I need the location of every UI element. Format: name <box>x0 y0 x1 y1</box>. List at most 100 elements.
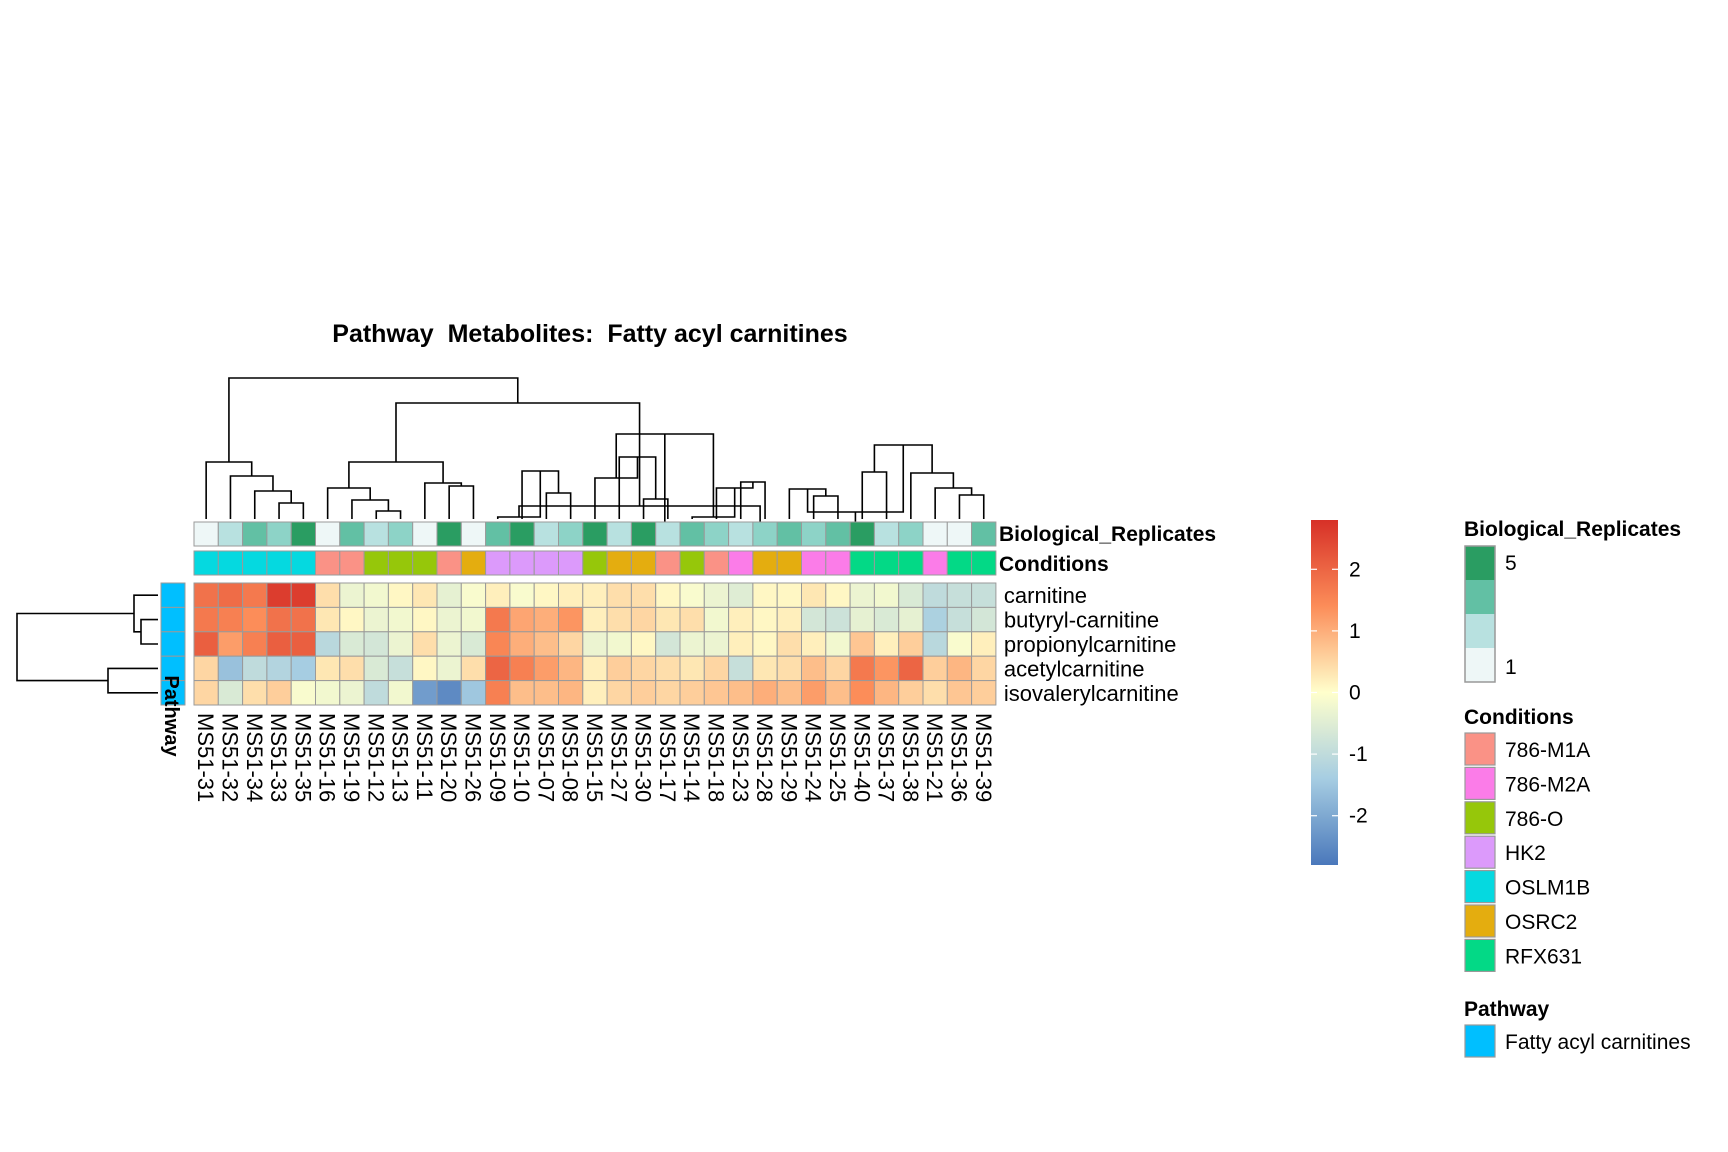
heat-cell-carnitine-MS51-27 <box>606 582 632 608</box>
column-label: MS51-16 <box>315 713 340 802</box>
heat-cell-butyryl-carnitine-MS51-39 <box>971 606 997 633</box>
heat-cell-isovalerylcarnitine-MS51-09 <box>485 680 511 706</box>
column-label: MS51-08 <box>558 713 583 802</box>
heat-cell-carnitine-MS51-33 <box>266 582 292 608</box>
heat-cell-propionylcarnitine-MS51-26 <box>460 631 487 657</box>
heat-cell-acetylcarnitine-MS51-16 <box>315 655 341 682</box>
heat-cell-isovalerylcarnitine-MS51-32 <box>217 680 244 706</box>
heat-cell-acetylcarnitine-MS51-20 <box>436 655 462 682</box>
heat-cell-butyryl-carnitine-MS51-12 <box>363 606 389 633</box>
column-label: MS51-36 <box>946 713 971 802</box>
legend-bio-rep-frame <box>1464 545 1496 683</box>
dendrogram-branch <box>395 402 641 506</box>
heat-cell-propionylcarnitine-MS51-07 <box>533 631 560 657</box>
bio-rep-cell <box>703 521 730 547</box>
condition-cell <box>412 550 438 576</box>
heat-cell-isovalerylcarnitine-MS51-37 <box>873 680 900 706</box>
colorbar-tick-label: 0 <box>1349 682 1361 705</box>
column-labels: MS51-31 MS51-32 MS51-34 MS51-33 MS51-35 MS51-… <box>193 713 996 802</box>
heat-cell-carnitine-MS51-26 <box>460 582 487 608</box>
heat-cell-butyryl-carnitine-MS51-24 <box>801 606 827 633</box>
heat-cell-isovalerylcarnitine-MS51-08 <box>558 680 584 706</box>
heat-cell-butyryl-carnitine-MS51-16 <box>315 606 341 633</box>
heat-cell-isovalerylcarnitine-MS51-19 <box>339 680 365 706</box>
heat-cell-isovalerylcarnitine-MS51-35 <box>290 680 317 706</box>
heat-cell-butyryl-carnitine-MS51-09 <box>485 606 511 633</box>
heat-cell-carnitine-MS51-18 <box>703 582 730 608</box>
legend-condition-swatch <box>1464 938 1496 973</box>
heat-cell-isovalerylcarnitine-MS51-27 <box>606 680 632 706</box>
column-label: MS51-34 <box>242 713 267 802</box>
heat-cell-isovalerylcarnitine-MS51-14 <box>679 680 705 706</box>
heat-cell-carnitine-MS51-39 <box>971 582 997 608</box>
bio-rep-cell <box>582 521 608 547</box>
heat-cell-acetylcarnitine-MS51-11 <box>412 655 438 682</box>
heat-cell-acetylcarnitine-MS51-13 <box>387 655 414 682</box>
heat-cell-propionylcarnitine-MS51-34 <box>242 631 268 657</box>
column-label: MS51-15 <box>582 713 607 802</box>
pathway-track-label: Pathway <box>160 675 182 757</box>
column-label: MS51-29 <box>776 713 801 802</box>
column-label: MS51-18 <box>703 713 728 802</box>
heat-cell-acetylcarnitine-MS51-17 <box>655 655 681 682</box>
heat-cell-acetylcarnitine-MS51-24 <box>801 655 827 682</box>
dendrogram-branch <box>229 475 274 519</box>
heatmap-cells <box>193 582 997 706</box>
legend-condition-swatch <box>1464 904 1496 938</box>
condition-cell <box>679 550 705 576</box>
heat-cell-propionylcarnitine-MS51-40 <box>849 631 875 657</box>
legend-condition-label: OSRC2 <box>1505 911 1577 934</box>
heat-cell-butyryl-carnitine-MS51-21 <box>922 606 948 633</box>
row-label: isovalerylcarnitine <box>1004 681 1179 706</box>
heat-cell-isovalerylcarnitine-MS51-40 <box>849 680 875 706</box>
heat-cell-isovalerylcarnitine-MS51-29 <box>776 680 803 706</box>
heat-cell-carnitine-MS51-30 <box>630 582 657 608</box>
heat-cell-butyryl-carnitine-MS51-25 <box>825 606 851 633</box>
heat-cell-butyryl-carnitine-MS51-10 <box>509 606 535 633</box>
heat-cell-propionylcarnitine-MS51-31 <box>193 631 219 657</box>
bio-rep-cell <box>217 521 244 547</box>
condition-cell <box>387 550 414 576</box>
heat-cell-butyryl-carnitine-MS51-23 <box>728 606 754 633</box>
heat-cell-butyryl-carnitine-MS51-30 <box>630 606 657 633</box>
heat-cell-propionylcarnitine-MS51-16 <box>315 631 341 657</box>
heat-cell-acetylcarnitine-MS51-18 <box>703 655 730 682</box>
colorbar-tick-label: 1 <box>1349 620 1361 643</box>
pathway-cell <box>160 655 186 682</box>
heat-cell-carnitine-MS51-31 <box>193 582 219 608</box>
heat-cell-butyryl-carnitine-MS51-34 <box>242 606 268 633</box>
dendrogram-branch <box>958 494 985 519</box>
colorbar-ticks: 2 1 0 -1 -2 <box>1311 558 1368 828</box>
heat-cell-carnitine-MS51-20 <box>436 582 462 608</box>
column-label: MS51-10 <box>509 713 534 802</box>
dendrogram-branch <box>934 487 973 519</box>
heat-cell-propionylcarnitine-MS51-23 <box>728 631 754 657</box>
conditions-annotation-track <box>193 550 997 576</box>
heat-cell-propionylcarnitine-MS51-30 <box>630 631 657 657</box>
heat-cell-carnitine-MS51-19 <box>339 582 365 608</box>
condition-cell <box>873 550 900 576</box>
heat-cell-butyryl-carnitine-MS51-11 <box>412 606 438 633</box>
heat-cell-carnitine-MS51-28 <box>752 582 778 608</box>
heat-cell-isovalerylcarnitine-MS51-31 <box>193 680 219 706</box>
heat-cell-acetylcarnitine-MS51-21 <box>922 655 948 682</box>
heat-cell-isovalerylcarnitine-MS51-10 <box>509 680 535 706</box>
dendrogram-branch <box>228 377 519 462</box>
legend-bio-rep-swatch-2 <box>1465 614 1495 648</box>
condition-cell <box>801 550 827 576</box>
legend-bio-rep-title: Biological_Replicates <box>1464 518 1681 541</box>
heat-cell-acetylcarnitine-MS51-28 <box>752 655 778 682</box>
bio-rep-cell <box>242 521 268 547</box>
pathway-annotation-track <box>160 582 186 706</box>
column-label: MS51-33 <box>266 713 291 802</box>
condition-cell <box>266 550 292 576</box>
dendrogram-branch <box>326 487 371 519</box>
bio-rep-track-label: Biological_Replicates <box>999 523 1216 546</box>
condition-cell <box>825 550 851 576</box>
heat-cell-butyryl-carnitine-MS51-08 <box>558 606 584 633</box>
heat-cell-propionylcarnitine-MS51-09 <box>485 631 511 657</box>
heat-cell-butyryl-carnitine-MS51-26 <box>460 606 487 633</box>
heat-cell-propionylcarnitine-MS51-36 <box>946 631 973 657</box>
heat-cell-isovalerylcarnitine-MS51-30 <box>630 680 657 706</box>
condition-cell <box>193 550 219 576</box>
